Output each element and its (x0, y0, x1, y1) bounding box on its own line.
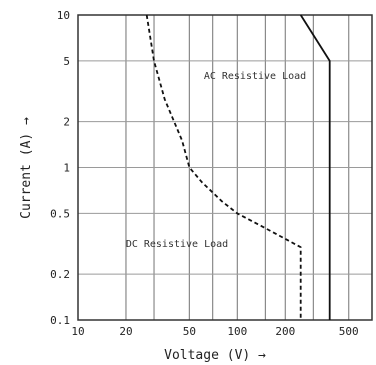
series-labels: AC Resistive Load DC Resistive Load (126, 71, 306, 250)
ac-resistive-load-curve (299, 14, 331, 320)
y-tick-label: 1 (63, 162, 70, 175)
x-tick-label: 200 (275, 325, 295, 338)
x-axis-label: Voltage (V) → (164, 348, 266, 363)
plot-frame (77, 14, 373, 321)
y-tick-label: 5 (63, 55, 70, 68)
x-tick-label: 20 (119, 325, 132, 338)
y-tick-label: 0.5 (50, 207, 70, 220)
dc-resistive-load-curve (145, 14, 302, 320)
x-tick-label: 50 (183, 325, 196, 338)
y-tick-label: 2 (63, 116, 70, 129)
x-tick-label: 100 (227, 325, 247, 338)
ac-resistive-load-label: AC Resistive Load (204, 71, 306, 82)
series-layer (145, 14, 331, 320)
x-tick-label: 500 (339, 325, 359, 338)
y-axis-label: Current (A) → (19, 117, 34, 219)
y-tick-label: 0.2 (50, 268, 70, 281)
x-tick-labels: 10 20 50 100 200 500 (71, 325, 358, 338)
dc-resistive-load-label: DC Resistive Load (126, 239, 228, 250)
y-tick-label: 10 (57, 9, 70, 22)
x-tick-label: 10 (71, 325, 84, 338)
grid (78, 15, 372, 320)
y-tick-labels: 0.1 0.2 0.5 1 2 5 10 (50, 9, 70, 327)
y-tick-label: 0.1 (50, 314, 70, 327)
